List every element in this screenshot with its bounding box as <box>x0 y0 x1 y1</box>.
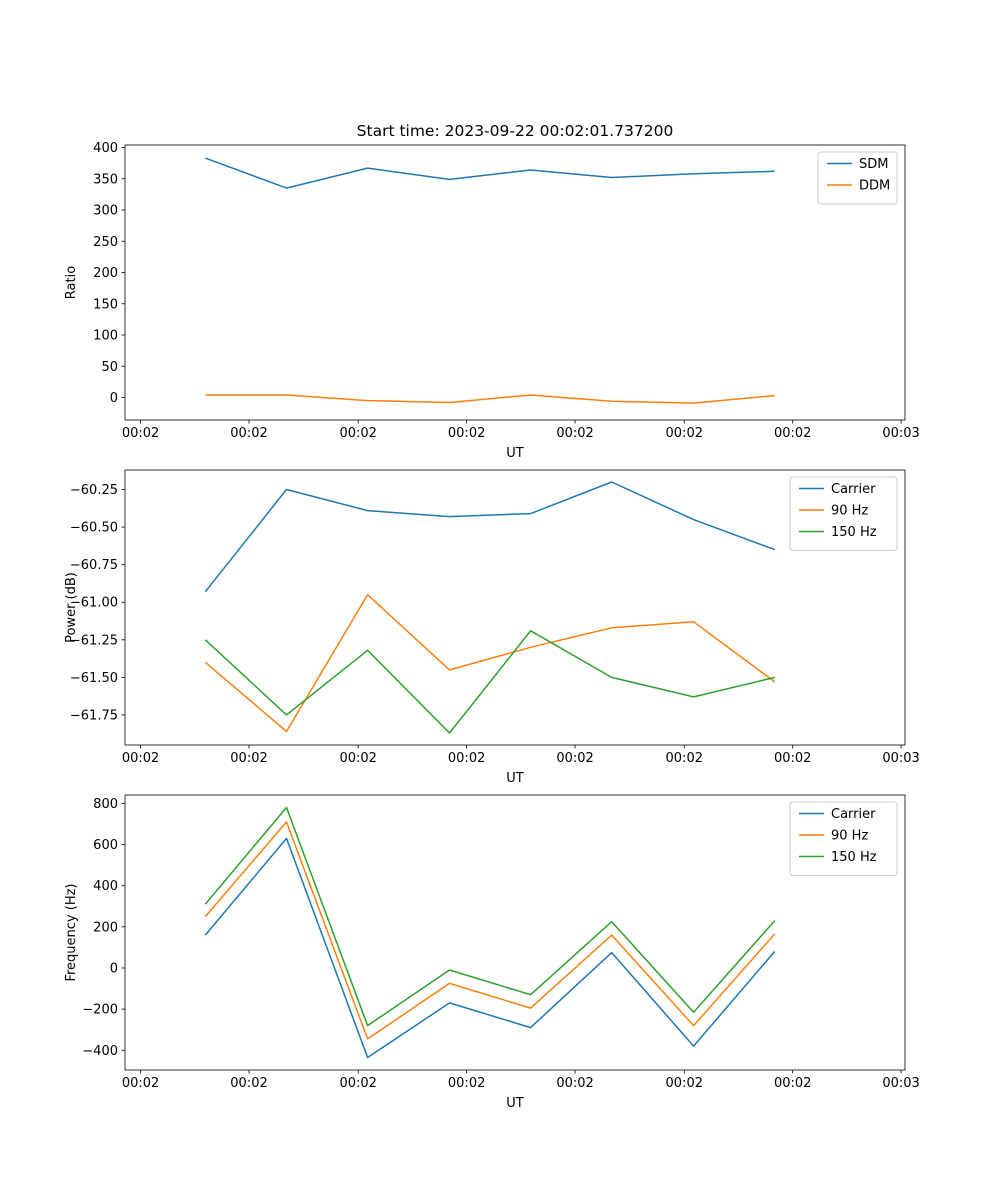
x-tick-label: 00:02 <box>666 1076 703 1091</box>
series-line-150-hz <box>204 630 775 734</box>
x-axis: 00:02 00:02 00:02 00:02 00:02 00:02 00:02 00:03 <box>122 420 920 441</box>
y-tick-label: 600 <box>93 838 118 853</box>
y-tick-label: 50 <box>101 360 118 375</box>
subplot-3: 00:02 00:02 00:02 00:02 00:02 00:02 00:02 00:03… <box>64 794 920 1111</box>
x-tick-label: 00:02 <box>448 1076 485 1091</box>
series-line-carrier <box>204 481 775 593</box>
y-tick-label: 150 <box>93 297 118 312</box>
y-tick-label: 0 <box>110 961 118 976</box>
x-tick-label: 00:02 <box>666 751 703 766</box>
y-tick-label: 200 <box>93 266 118 281</box>
y-tick-label: 100 <box>93 329 118 344</box>
axes-frame <box>124 144 906 421</box>
y-tick-label: 800 <box>93 797 118 812</box>
x-tick-label: 00:02 <box>666 426 703 441</box>
subplot-1: 00:02 00:02 00:02 00:02 00:02 00:02 00:02 00:03… <box>64 141 920 461</box>
legend-label: 150 Hz <box>831 525 877 540</box>
x-tick-label: 00:02 <box>556 1076 593 1091</box>
x-axis: 00:02 00:02 00:02 00:02 00:02 00:02 00:02 00:03 <box>122 1070 920 1091</box>
x-axis: 00:02 00:02 00:02 00:02 00:02 00:02 00:02 00:03 <box>122 745 920 766</box>
legend: SDM DDM <box>817 151 898 205</box>
legend-label: Carrier <box>831 482 876 497</box>
y-axis: −400 −200 0 200 400 600 800 <box>82 797 125 1059</box>
x-axis-label: UT <box>506 771 524 786</box>
x-tick-label: 00:02 <box>556 426 593 441</box>
y-tick-label: −61.00 <box>70 596 118 611</box>
legend-label: Carrier <box>831 807 876 822</box>
series-line-150-hz <box>204 806 776 1027</box>
y-tick-label: −61.25 <box>70 633 118 648</box>
y-axis: −60.25 −60.50 −60.75 −61.00 −61.25 −61.50 −61.… <box>70 483 125 723</box>
x-tick-label: 00:02 <box>774 751 811 766</box>
x-tick-label: 00:03 <box>882 1076 919 1091</box>
x-axis-label: UT <box>506 1096 524 1111</box>
legend-label: 90 Hz <box>831 504 868 519</box>
x-tick-label: 00:02 <box>122 426 159 441</box>
x-tick-label: 00:02 <box>230 1076 267 1091</box>
series-line-sdm <box>205 157 775 189</box>
x-tick-label: 00:02 <box>122 751 159 766</box>
y-axis-label: Frequency (Hz) <box>64 883 79 981</box>
axes-frame <box>124 794 906 1071</box>
y-tick-label: 0 <box>110 391 118 406</box>
x-tick-label: 00:02 <box>339 426 376 441</box>
x-tick-label: 00:02 <box>774 426 811 441</box>
y-tick-label: 250 <box>93 235 118 250</box>
y-axis-label: Ratio <box>64 266 79 299</box>
x-tick-label: 00:03 <box>882 426 919 441</box>
legend-label: SDM <box>859 157 888 172</box>
y-tick-label: 400 <box>93 141 118 156</box>
x-tick-label: 00:02 <box>556 751 593 766</box>
y-tick-label: 300 <box>93 204 118 219</box>
x-tick-label: 00:02 <box>448 751 485 766</box>
legend-label: 150 Hz <box>831 850 877 865</box>
legend-box <box>817 151 898 205</box>
x-tick-label: 00:03 <box>882 751 919 766</box>
x-axis-label: UT <box>506 446 524 461</box>
series-line-ddm <box>205 394 775 404</box>
x-tick-label: 00:02 <box>448 426 485 441</box>
y-tick-label: 350 <box>93 172 118 187</box>
subplot-2: 00:02 00:02 00:02 00:02 00:02 00:02 00:02 00:03… <box>64 469 920 786</box>
legend-label: 90 Hz <box>831 829 868 844</box>
x-tick-label: 00:02 <box>230 426 267 441</box>
y-tick-label: 400 <box>93 879 118 894</box>
x-tick-label: 00:02 <box>339 751 376 766</box>
y-tick-label: −200 <box>82 1003 118 1018</box>
series-line-90-hz <box>204 821 776 1040</box>
figure-title: Start time: 2023-09-22 00:02:01.737200 <box>357 122 674 140</box>
legend-label: DDM <box>859 179 890 194</box>
legend: Carrier 90 Hz 150 Hz <box>789 801 898 876</box>
y-axis: 0 50 100 150 200 250 300 350 400 <box>93 141 125 406</box>
axes-frame <box>124 469 906 746</box>
x-tick-label: 00:02 <box>339 1076 376 1091</box>
x-tick-label: 00:02 <box>774 1076 811 1091</box>
y-tick-label: −61.50 <box>70 671 118 686</box>
y-axis-label: Power (dB) <box>64 572 79 643</box>
y-tick-label: −61.75 <box>70 708 118 723</box>
y-tick-label: −60.50 <box>70 521 118 536</box>
y-tick-label: −400 <box>82 1044 118 1059</box>
series-line-90-hz <box>204 593 776 733</box>
y-tick-label: −60.75 <box>70 558 118 573</box>
y-tick-label: −60.25 <box>70 483 118 498</box>
legend: Carrier 90 Hz 150 Hz <box>789 476 898 551</box>
series-line-carrier <box>204 837 776 1059</box>
x-tick-label: 00:02 <box>122 1076 159 1091</box>
x-tick-label: 00:02 <box>230 751 267 766</box>
y-tick-label: 200 <box>93 920 118 935</box>
